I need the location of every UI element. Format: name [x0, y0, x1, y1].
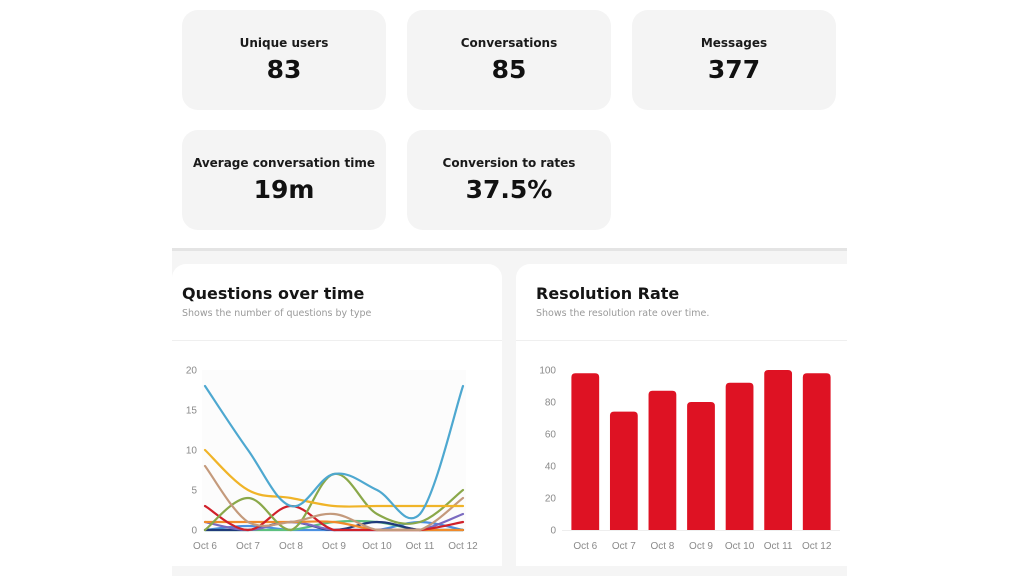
y-tick-label: 20 [545, 494, 557, 505]
stat-label: Messages [700, 36, 768, 50]
stat-value: 19m [253, 175, 315, 204]
stat-label: Conversion to rates [442, 156, 576, 170]
x-tick-label: Oct 12 [448, 541, 478, 552]
stat-value: 377 [707, 55, 761, 84]
x-tick-label: Oct 9 [689, 541, 713, 552]
y-tick-label: 20 [186, 366, 198, 377]
x-tick-label: Oct 12 [802, 541, 832, 552]
panel-subtitle: Shows the resolution rate over time. [536, 308, 710, 319]
bar-oct-7 [609, 411, 638, 530]
questions-over-time-panel: Questions over time Shows the number of … [172, 264, 502, 566]
stat-card-conversion-rate: Conversion to rates 37.5% [407, 130, 611, 230]
bar-oct-12 [802, 373, 831, 530]
x-tick-label: Oct 8 [279, 541, 303, 552]
stat-label: Unique users [239, 36, 329, 50]
stat-value: 83 [266, 55, 302, 84]
resolution-rate-panel: Resolution Rate Shows the resolution rat… [516, 264, 847, 566]
bar-oct-6 [571, 373, 600, 530]
bar-oct-9 [687, 402, 715, 530]
bar-chart: 0 20 40 60 80 100 Oct 6 Oct 7 Oct 8 Oct 9 Oct 10 Oc… [539, 366, 840, 552]
panel-subtitle: Shows the number of questions by type [182, 308, 372, 319]
y-tick-label: 40 [545, 462, 557, 473]
stat-card-conversations: Conversations 85 [407, 10, 611, 110]
series-line-type-a [203, 384, 465, 520]
y-tick-label: 80 [545, 398, 557, 409]
y-tick-label: 60 [545, 430, 557, 441]
panel-title: Resolution Rate [536, 284, 680, 303]
panel-divider [172, 340, 502, 341]
stat-card-messages: Messages 377 [632, 10, 836, 110]
bar-oct-11 [764, 370, 793, 530]
x-tick-label: Oct 6 [193, 541, 217, 552]
x-tick-label: Oct 10 [362, 541, 392, 552]
plot-area [202, 370, 466, 530]
line-chart: 0 5 10 15 20 Oct 6 Oct 7 Oct 8 Oct 9 Oct 10 Oct 11… [186, 366, 478, 553]
y-tick-label: 15 [186, 406, 198, 417]
stat-label: Average conversation time [192, 156, 376, 170]
stat-card-average-conversation-time: Average conversation time 19m [182, 130, 386, 230]
x-tick-label: Oct 7 [236, 541, 260, 552]
stat-value: 85 [491, 55, 527, 84]
bar-oct-10 [725, 382, 754, 530]
panel-divider [516, 340, 847, 341]
x-tick-label: Oct 8 [650, 541, 674, 552]
series-line-type-c [203, 464, 465, 532]
y-tick-label: 0 [550, 526, 556, 537]
x-tick-label: Oct 10 [725, 541, 755, 552]
section-divider [172, 248, 847, 251]
panel-title: Questions over time [182, 284, 365, 303]
stat-label: Conversations [460, 36, 558, 50]
x-tick-label: Oct 7 [612, 541, 636, 552]
x-tick-label: Oct 11 [764, 541, 793, 552]
stat-card-unique-users: Unique users 83 [182, 10, 386, 110]
x-tick-label: Oct 9 [322, 541, 346, 552]
y-tick-label: 0 [191, 526, 197, 537]
y-tick-label: 10 [186, 446, 198, 457]
y-tick-label: 100 [539, 366, 556, 377]
x-tick-label: Oct 6 [573, 541, 597, 552]
y-tick-label: 5 [191, 486, 197, 497]
x-tick-label: Oct 11 [406, 541, 435, 552]
stat-value: 37.5% [465, 175, 553, 204]
bar-oct-8 [648, 390, 677, 530]
series-line-type-b [203, 448, 465, 508]
